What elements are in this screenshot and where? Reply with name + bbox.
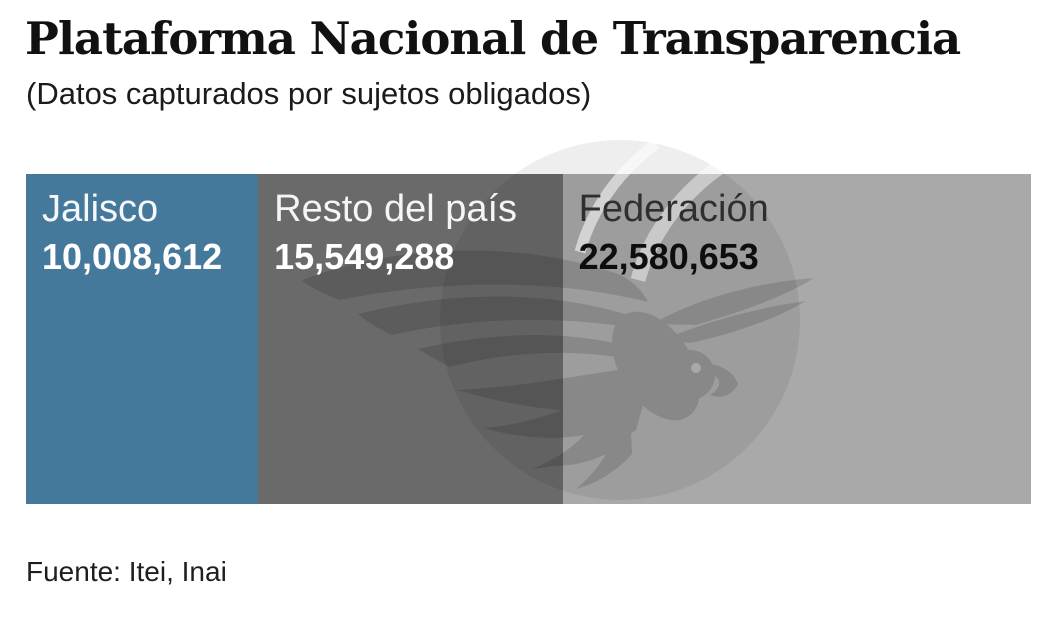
bar-segment-resto-del-pais: Resto del país 15,549,288 — [258, 174, 563, 504]
segment-label: Resto del país — [274, 188, 518, 230]
proportional-bar-chart: Jalisco 10,008,612 Resto del país 15,549… — [26, 174, 1031, 504]
segment-label: Federación — [578, 188, 769, 230]
bar-segment-jalisco: Jalisco 10,008,612 — [26, 174, 259, 504]
source-credit: Fuente: Itei, Inai — [26, 556, 227, 587]
page-subtitle: (Datos capturados por sujetos obligados) — [26, 76, 592, 111]
bar-segment-federacion: Federación 22,580,653 — [562, 174, 1031, 504]
segment-value: 10,008,612 — [42, 235, 223, 277]
page-title: Plataforma Nacional de Transparencia — [25, 12, 961, 65]
segment-value: 22,580,653 — [578, 235, 759, 277]
segment-label: Jalisco — [42, 188, 159, 230]
segment-value: 15,549,288 — [274, 235, 455, 277]
